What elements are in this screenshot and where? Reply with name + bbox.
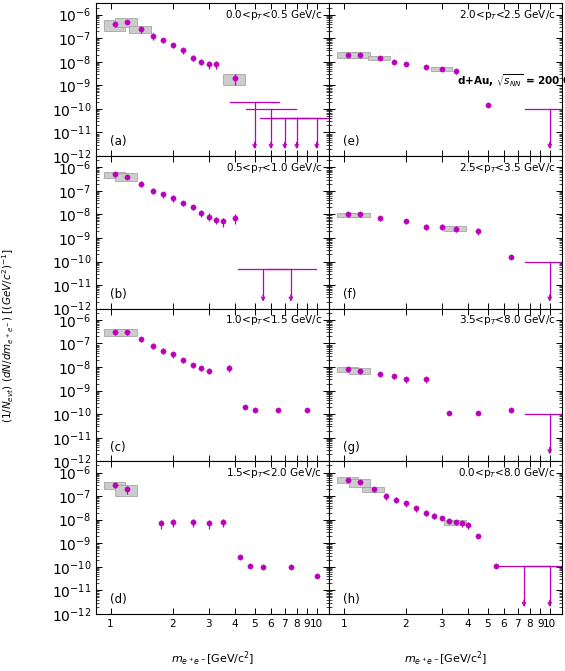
Text: 0.0<p$_T$<0.5 GeV/c: 0.0<p$_T$<0.5 GeV/c	[225, 8, 322, 22]
Bar	[368, 56, 390, 60]
Bar	[337, 213, 358, 217]
Bar	[115, 18, 137, 27]
Text: (e): (e)	[343, 136, 359, 148]
Bar	[103, 20, 125, 31]
Text: 1.0<p$_T$<1.5 GeV/c: 1.0<p$_T$<1.5 GeV/c	[225, 313, 322, 327]
Bar	[444, 226, 466, 231]
Bar	[337, 477, 358, 483]
Text: 0.0<p$_T$<8.0 GeV/c: 0.0<p$_T$<8.0 GeV/c	[458, 466, 555, 480]
Bar	[129, 26, 151, 33]
Text: (g): (g)	[343, 441, 360, 454]
Bar	[349, 368, 370, 374]
Bar	[337, 367, 358, 372]
Text: $m_{e^+e^-}$[GeV/c$^2$]: $m_{e^+e^-}$[GeV/c$^2$]	[171, 650, 254, 668]
Bar	[103, 329, 125, 336]
Bar	[115, 173, 137, 181]
Text: 2.5<p$_T$<3.5 GeV/c: 2.5<p$_T$<3.5 GeV/c	[459, 160, 555, 174]
Bar	[362, 486, 384, 492]
Bar	[115, 485, 137, 496]
Text: (h): (h)	[343, 593, 360, 607]
Bar	[444, 520, 466, 525]
Text: d+Au, $\sqrt{s_{NN}}$ = 200 GeV: d+Au, $\sqrt{s_{NN}}$ = 200 GeV	[457, 72, 565, 89]
Text: 0.5<p$_T$<1.0 GeV/c: 0.5<p$_T$<1.0 GeV/c	[225, 160, 322, 174]
Text: $(1/N_{evt})$ $(dN/dm_{e^+e^-})$ $[(GeV/c^2)^{-1}]$: $(1/N_{evt})$ $(dN/dm_{e^+e^-})$ $[(GeV/…	[1, 248, 16, 423]
Text: (c): (c)	[110, 441, 125, 454]
Bar	[349, 213, 370, 217]
Text: (f): (f)	[343, 288, 357, 301]
Bar	[349, 52, 370, 58]
Text: $m_{e^+e^-}$[GeV/c$^2$]: $m_{e^+e^-}$[GeV/c$^2$]	[404, 650, 487, 668]
Text: (b): (b)	[110, 288, 127, 301]
Bar	[223, 74, 245, 85]
Text: 1.5<p$_T$<2.0 GeV/c: 1.5<p$_T$<2.0 GeV/c	[226, 466, 322, 480]
Bar	[337, 52, 358, 58]
Text: (d): (d)	[110, 593, 127, 607]
Bar	[103, 172, 125, 178]
Text: 2.0<p$_T$<2.5 GeV/c: 2.0<p$_T$<2.5 GeV/c	[459, 8, 555, 22]
Bar	[115, 329, 137, 336]
Text: 3.5<p$_T$<8.0 GeV/c: 3.5<p$_T$<8.0 GeV/c	[459, 313, 555, 327]
Bar	[349, 478, 370, 486]
Bar	[431, 67, 452, 70]
Text: (a): (a)	[110, 136, 127, 148]
Bar	[103, 482, 125, 489]
